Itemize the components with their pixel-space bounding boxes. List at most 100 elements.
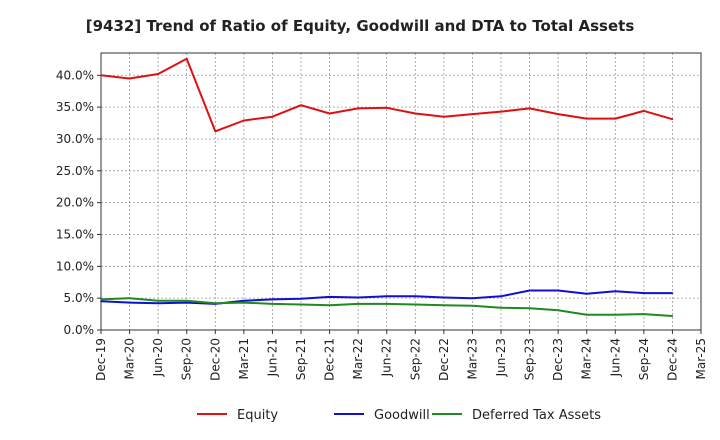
plot-frame (100, 52, 702, 331)
data-point (328, 296, 331, 298)
x-tick-label: Mar-24 (580, 338, 594, 379)
data-point (557, 309, 559, 312)
data-point (100, 300, 102, 303)
grid (101, 53, 701, 330)
legend-label: Equity (237, 408, 278, 423)
data-point (414, 295, 417, 298)
x-tick-label: Dec-19 (94, 338, 108, 381)
y-tick-label: 35.0% (56, 100, 94, 114)
data-point (528, 107, 531, 110)
data-point (500, 306, 502, 309)
x-tick-label: Jun-20 (151, 338, 165, 377)
data-point (300, 104, 302, 107)
y-tick-label: 5.0% (64, 291, 95, 305)
x-tick-label: Dec-21 (323, 338, 337, 381)
legend: Equity Goodwill Deferred Tax Assets (197, 408, 601, 423)
data-point (157, 299, 159, 302)
data-point (185, 301, 188, 304)
data-point (128, 297, 131, 299)
data-point (185, 299, 188, 302)
data-point (528, 307, 531, 310)
data-point (385, 303, 388, 305)
x-tick-label: Jun-23 (494, 338, 508, 377)
data-point (671, 315, 674, 317)
data-point (100, 298, 102, 301)
legend-label: Goodwill (374, 408, 430, 423)
data-point (271, 298, 274, 301)
x-tick-label: Mar-21 (237, 338, 251, 379)
x-tick-label: Sep-20 (180, 338, 194, 380)
y-tick-label: 25.0% (56, 164, 94, 178)
x-tick-label: Dec-22 (437, 338, 451, 381)
data-point (243, 301, 245, 304)
data-point (643, 313, 645, 315)
x-tick-label: Mar-22 (351, 338, 365, 379)
y-tick-label: 10.0% (56, 259, 94, 273)
data-point (500, 295, 502, 298)
data-point (414, 112, 417, 115)
data-point (443, 115, 445, 118)
x-tick-label: Sep-22 (408, 338, 422, 380)
x-tick-label: Mar-25 (694, 338, 708, 379)
y-tick-label: 40.0% (56, 68, 94, 82)
legend-label: Deferred Tax Assets (472, 408, 601, 423)
data-point (185, 57, 188, 60)
data-point (157, 302, 159, 305)
data-point (100, 74, 102, 77)
y-tick-label: 15.0% (56, 227, 94, 241)
data-point (243, 299, 245, 302)
data-point (643, 292, 645, 294)
x-tick-label: Dec-20 (208, 338, 222, 381)
data-point (300, 303, 302, 306)
x-tick-label: Jun-24 (608, 338, 622, 377)
data-point (300, 297, 302, 300)
x-tick-label: Sep-24 (637, 338, 651, 380)
y-tick-label: 0.0% (64, 323, 95, 337)
y-tick-label: 20.0% (56, 196, 94, 210)
data-point (357, 296, 359, 299)
data-point (357, 107, 359, 110)
data-point (471, 305, 474, 307)
x-tick-label: Dec-24 (665, 338, 679, 381)
data-point (614, 117, 617, 120)
data-point (385, 106, 388, 109)
data-point (385, 295, 388, 298)
data-point (528, 289, 531, 292)
x-tick-label: Sep-21 (294, 338, 308, 380)
data-point (643, 110, 645, 112)
y-tick-label: 30.0% (56, 132, 94, 146)
axes: 0.0% 5.0% 10.0% 15.0% 20.0% 25.0% 30.0% 35.0% 40… (56, 52, 708, 381)
data-point (214, 130, 217, 133)
data-point (614, 313, 617, 316)
data-point (557, 113, 559, 115)
data-point (128, 77, 131, 80)
data-point (500, 110, 502, 113)
x-tick-label: Jun-21 (265, 338, 279, 377)
series-lines (100, 57, 674, 317)
x-tick-label: Mar-23 (465, 338, 479, 379)
data-point (471, 113, 474, 115)
data-point (443, 304, 445, 306)
data-point (443, 296, 445, 299)
data-point (585, 117, 588, 120)
data-point (214, 302, 217, 305)
data-point (328, 112, 331, 115)
data-point (243, 119, 245, 122)
data-point (585, 292, 588, 295)
data-point (585, 313, 588, 316)
data-point (614, 290, 617, 292)
data-point (671, 118, 674, 121)
data-point (157, 73, 159, 75)
data-point (557, 289, 559, 292)
data-point (128, 301, 131, 304)
chart-title: [9432] Trend of Ratio of Equity, Goodwil… (86, 17, 635, 35)
x-tick-label: Sep-23 (523, 338, 537, 380)
data-point (271, 303, 274, 305)
data-point (328, 304, 331, 306)
data-point (414, 303, 417, 306)
data-point (271, 115, 274, 118)
data-point (471, 297, 474, 299)
data-point (671, 292, 674, 294)
